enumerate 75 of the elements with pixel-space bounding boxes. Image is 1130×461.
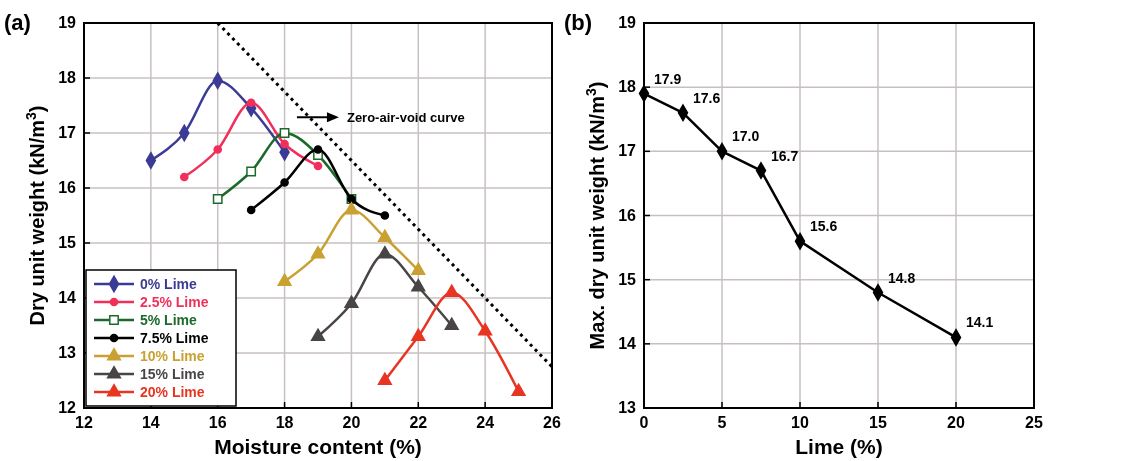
- y-tick-label: 13: [58, 344, 77, 361]
- point: [280, 139, 289, 149]
- point: [313, 145, 323, 154]
- point: [310, 328, 326, 341]
- data-label: 17.6: [693, 89, 721, 106]
- x-tick-label: 26: [543, 414, 561, 431]
- y-tick-label: 13: [618, 399, 637, 416]
- point: [213, 145, 223, 154]
- legend-label: 0% Lime: [140, 276, 198, 292]
- point: [246, 98, 256, 108]
- y-tick-label: 15: [58, 234, 77, 251]
- point: [411, 278, 426, 292]
- x-axis-title: Lime (%): [795, 435, 883, 458]
- y-tick-label: 18: [618, 78, 637, 96]
- legend-label: 15% Lime: [140, 366, 205, 382]
- y-tick-label: 17: [58, 124, 77, 141]
- data-label: 17.9: [654, 70, 682, 87]
- legend-label: 7.5% Lime: [140, 330, 209, 346]
- y-tick-label: 12: [58, 399, 77, 416]
- point: [280, 178, 289, 187]
- data-label: 16.7: [771, 147, 799, 164]
- point: [377, 245, 392, 259]
- point: [344, 295, 359, 308]
- chart-title: (b): [564, 10, 593, 35]
- point: [310, 245, 326, 259]
- y-tick-label: 14: [618, 334, 637, 352]
- x-tick-label: 22: [409, 414, 428, 431]
- point: [313, 161, 323, 171]
- point: [246, 205, 256, 215]
- y-tick-label: 15: [618, 270, 637, 288]
- point: [444, 284, 459, 297]
- point: [344, 201, 359, 215]
- x-tick-label: 12: [75, 414, 93, 431]
- legend-label: 20% Lime: [140, 384, 205, 400]
- point: [411, 328, 426, 341]
- annotation: Zero-air-void curve: [346, 110, 465, 126]
- point: [411, 262, 426, 275]
- y-tick-label: 14: [58, 289, 77, 306]
- point: [511, 383, 526, 396]
- x-tick-label: 14: [141, 414, 160, 431]
- x-tick-label: 5: [717, 414, 727, 431]
- chart-title: (a): [4, 10, 31, 35]
- point: [377, 229, 392, 242]
- point: [277, 273, 292, 286]
- point: [246, 166, 257, 177]
- point: [212, 194, 223, 204]
- point: [478, 322, 493, 336]
- point: [179, 172, 189, 182]
- x-tick-label: 24: [476, 414, 495, 431]
- point: [444, 317, 459, 330]
- x-tick-label: 15: [869, 414, 887, 431]
- x-tick-label: 16: [208, 414, 227, 431]
- y-tick-label: 16: [618, 206, 637, 224]
- y-tick-label: 16: [58, 179, 77, 196]
- legend-label: 5% Lime: [140, 312, 198, 328]
- legend-label: 2.5% Lime: [140, 294, 209, 310]
- legend-label: 10% Lime: [140, 348, 205, 364]
- data-label: 14.8: [888, 269, 916, 286]
- point: [279, 128, 290, 138]
- x-tick-label: 18: [275, 414, 294, 431]
- data-label: 15.6: [810, 218, 838, 235]
- point: [377, 372, 392, 385]
- x-tick-label: 20: [947, 414, 965, 431]
- y-tick-label: 17: [618, 142, 637, 160]
- point: [380, 211, 390, 220]
- y-tick-label: 18: [58, 69, 77, 86]
- x-tick-label: 10: [791, 414, 809, 431]
- x-tick-label: 20: [342, 414, 361, 431]
- data-label: 17.0: [732, 128, 760, 145]
- x-tick-label: 0: [639, 414, 649, 431]
- x-tick-label: 25: [1025, 414, 1043, 431]
- y-tick-label: 19: [618, 14, 637, 31]
- data-label: 14.1: [966, 314, 994, 331]
- x-axis-title: Moisture content (%): [214, 435, 422, 458]
- y-tick-label: 19: [58, 14, 77, 31]
